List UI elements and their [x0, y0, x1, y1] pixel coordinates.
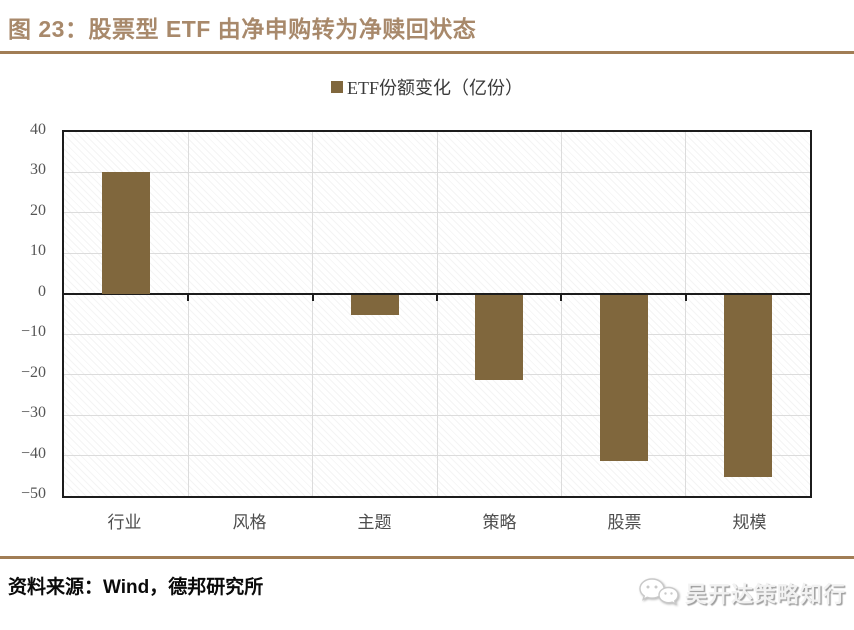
y-tick-label: −40 [20, 444, 46, 462]
x-tick-label-0: 行业 [107, 513, 142, 532]
title-divider [0, 51, 854, 54]
gridline-v [436, 132, 438, 496]
axis-tick [684, 293, 687, 301]
y-tick-label: −20 [20, 363, 46, 381]
gridline-v [312, 132, 314, 496]
watermark: 吴开达策略知行 [638, 576, 846, 610]
chart-legend: ETF份额变化（亿份） [0, 74, 854, 100]
bar-chart: 40 30 20 10 0 −10 −20 −30 −40 −50 行业 风格 主题 策略 股票 规模 [21, 121, 812, 533]
y-tick-label: 40 [30, 121, 46, 138]
y-tick-label: 20 [30, 201, 46, 219]
x-tick-label-5: 规模 [732, 513, 767, 532]
gridline-v [685, 132, 687, 496]
x-tick-label-1: 风格 [232, 513, 267, 532]
bar-0 [102, 172, 151, 294]
x-tick-label-2: 主题 [357, 513, 392, 532]
gridline-v [187, 132, 189, 496]
y-tick-label: −50 [20, 485, 46, 502]
bar-3 [475, 294, 524, 380]
axis-tick [436, 293, 438, 301]
y-tick-label: −10 [20, 323, 46, 341]
plot-area [62, 130, 812, 498]
axis-tick [311, 293, 314, 301]
watermark-label: 吴开达策略知行 [684, 582, 846, 607]
axis-tick [560, 293, 563, 301]
x-tick-label-4: 股票 [607, 513, 642, 532]
zero-axis-line [64, 292, 810, 295]
legend-label: ETF份额变化（亿份） [346, 78, 523, 98]
figure-title: 图 23：股票型 ETF 由净申购转为净赎回状态 [8, 16, 477, 42]
footer-divider [0, 556, 854, 559]
wechat-icon [639, 578, 679, 606]
legend-swatch-icon [330, 81, 343, 93]
y-tick-label: 10 [30, 242, 46, 260]
bar-4 [599, 294, 648, 461]
bar-2 [350, 294, 399, 315]
y-tick-label: 0 [38, 282, 46, 300]
x-axis: 行业 风格 主题 策略 股票 规模 [62, 508, 812, 533]
y-tick-label: −30 [20, 404, 46, 422]
axis-tick [187, 293, 190, 301]
y-axis: 40 30 20 10 0 −10 −20 −30 −40 −50 [0, 121, 52, 502]
bar-5 [723, 294, 772, 477]
source-note: 资料来源：Wind，德邦研究所 [8, 577, 264, 598]
x-tick-label-3: 策略 [482, 513, 517, 532]
gridline-v [560, 132, 562, 496]
y-tick-label: 30 [30, 161, 46, 179]
